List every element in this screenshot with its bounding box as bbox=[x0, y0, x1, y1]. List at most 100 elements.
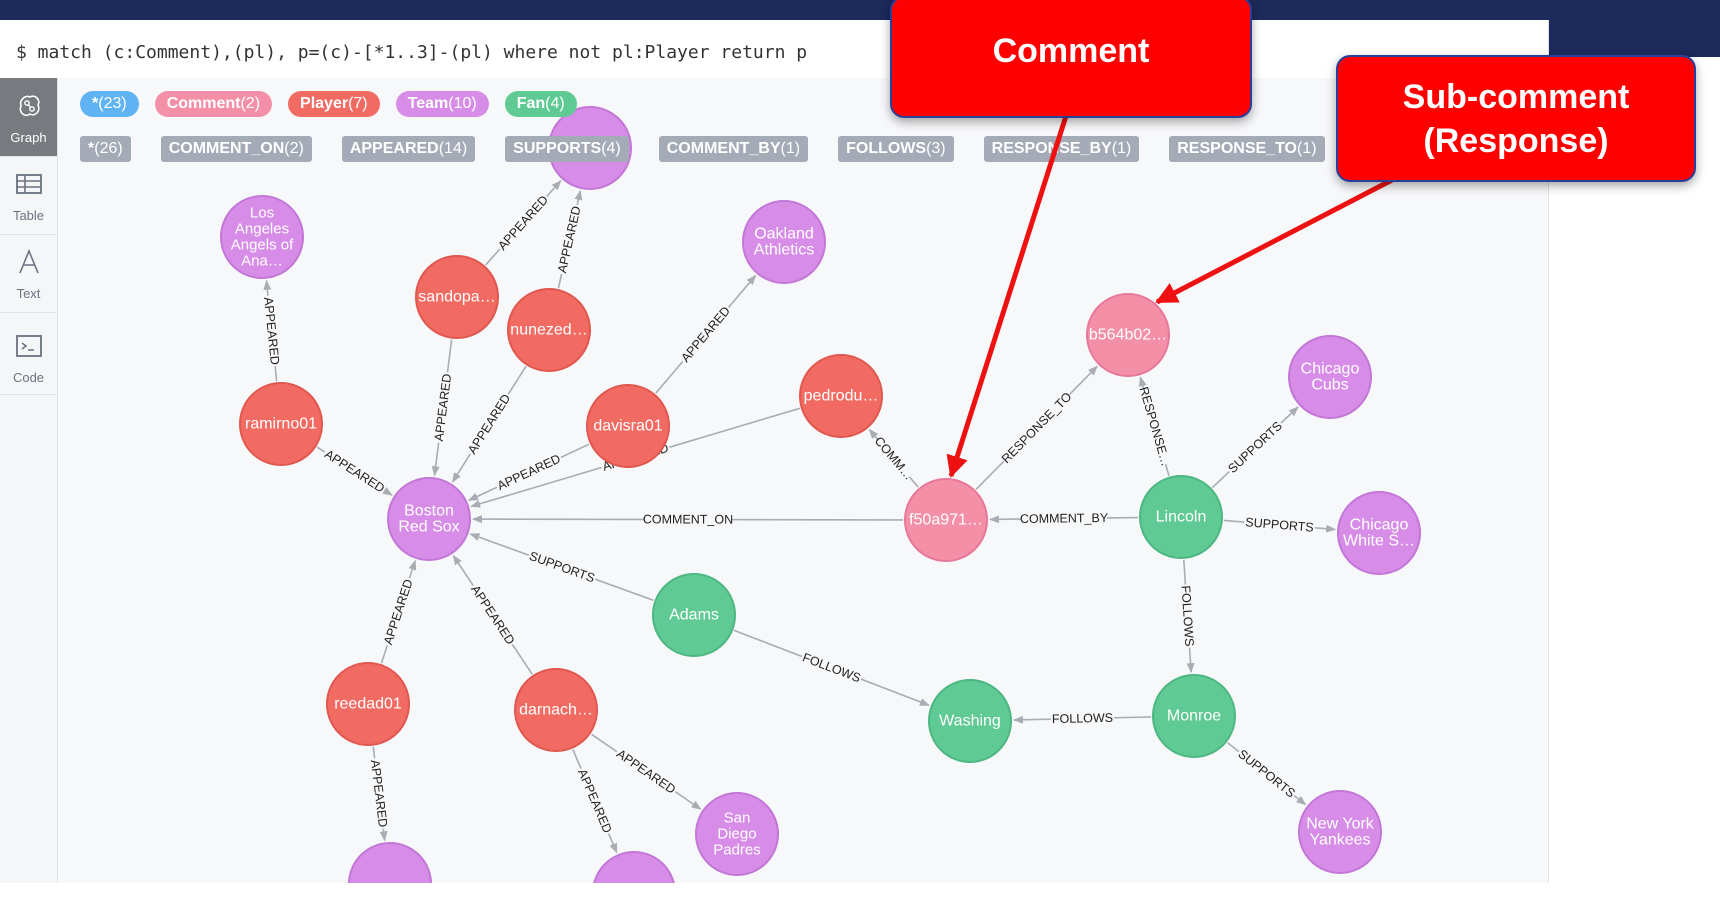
relationship-edge[interactable]: SUPPORTS bbox=[1211, 406, 1299, 489]
relationship-edge[interactable]: APPEARED bbox=[552, 189, 586, 289]
relationship-edge[interactable]: COMMENT_ON bbox=[471, 510, 904, 529]
node-caption: b564b02… bbox=[1089, 327, 1167, 344]
node-label-pill[interactable]: Fan(4) bbox=[504, 91, 577, 117]
relationship-type-tag[interactable]: FOLLOWS(3) bbox=[838, 136, 954, 162]
relationship-edge[interactable]: APPEARED bbox=[365, 746, 393, 842]
relationship-edge[interactable]: RESPONSE… bbox=[1135, 376, 1175, 476]
node-circle[interactable] bbox=[348, 842, 432, 883]
relationship-type-tag[interactable]: RESPONSE_TO(1) bbox=[1169, 136, 1325, 162]
relationship-edge[interactable]: APPEARED bbox=[572, 749, 618, 854]
relationship-edge[interactable]: APPEARED bbox=[467, 443, 590, 502]
graph-node-fan[interactable]: Adams bbox=[652, 573, 736, 657]
graph-node-fan[interactable]: Lincoln bbox=[1139, 475, 1223, 559]
relationship-edge[interactable]: APPEARED bbox=[429, 339, 457, 477]
graph-node-team[interactable] bbox=[593, 851, 675, 883]
graph-node-player[interactable]: reedad01 bbox=[326, 662, 410, 746]
node-circle[interactable] bbox=[1298, 790, 1382, 874]
relationship-edge[interactable]: APPEARED bbox=[452, 554, 533, 675]
relationship-edge[interactable]: APPEARED bbox=[259, 279, 285, 382]
relationship-label-background bbox=[675, 301, 736, 368]
node-circle[interactable] bbox=[593, 851, 675, 883]
graph-node-player[interactable]: ramirno01 bbox=[239, 382, 323, 466]
node-label-pill[interactable]: Player(7) bbox=[288, 91, 380, 117]
relationship-label: APPEARED bbox=[468, 583, 517, 647]
node-caption: San bbox=[724, 810, 751, 827]
node-circle[interactable] bbox=[586, 384, 670, 468]
relationship-edge[interactable]: APPEARED bbox=[316, 444, 393, 498]
relationship-edge[interactable]: APPEARED bbox=[451, 365, 527, 483]
relationship-type-tag[interactable]: SUPPORTS(4) bbox=[505, 136, 629, 162]
relationship-label-background bbox=[1135, 386, 1175, 467]
relationship-edge[interactable]: SUPPORTS bbox=[469, 533, 654, 602]
node-circle[interactable] bbox=[695, 792, 779, 876]
table-view-tab[interactable]: Table bbox=[0, 156, 57, 235]
node-label-pill[interactable]: Comment(2) bbox=[154, 91, 273, 117]
graph-node-fan[interactable]: Monroe bbox=[1152, 674, 1236, 758]
node-circle[interactable] bbox=[1288, 335, 1372, 419]
node-circle[interactable] bbox=[652, 573, 736, 657]
node-circle[interactable] bbox=[514, 668, 598, 752]
graph-node-fan[interactable]: Washing bbox=[928, 679, 1012, 763]
text-view-tab[interactable]: Text bbox=[0, 234, 57, 313]
graph-node-player[interactable]: nunezed… bbox=[507, 288, 591, 372]
node-circle[interactable] bbox=[507, 288, 591, 372]
graph-node-comment[interactable]: b564b02… bbox=[1086, 293, 1170, 377]
node-circle[interactable] bbox=[928, 679, 1012, 763]
relationship-type-name: SUPPORTS bbox=[513, 140, 602, 157]
node-label-pill[interactable]: *(23) bbox=[80, 91, 139, 117]
relationship-edge[interactable]: APPEARED bbox=[485, 180, 562, 266]
query-bar[interactable]: $ match (c:Comment),(pl), p=(c)-[*1..3]-… bbox=[0, 20, 1548, 79]
graph-node-player[interactable]: pedrodu… bbox=[799, 354, 883, 438]
relationship-edge[interactable]: APPEARED bbox=[591, 733, 702, 810]
relationship-label: APPEARED bbox=[555, 205, 584, 275]
node-circle[interactable] bbox=[415, 255, 499, 339]
relationship-edge[interactable]: COMM… bbox=[868, 428, 919, 488]
graph-node-team[interactable] bbox=[348, 842, 432, 883]
relationship-edge[interactable]: SUPPORTS bbox=[1227, 742, 1307, 806]
node-label-name: Team bbox=[407, 95, 449, 112]
graph-view-tab[interactable]: Graph bbox=[0, 78, 57, 157]
relationship-edge[interactable]: SUPPORTS bbox=[1223, 513, 1337, 537]
node-circle[interactable] bbox=[1139, 475, 1223, 559]
node-circle[interactable] bbox=[387, 477, 471, 561]
graph-node-player[interactable]: davisra01 bbox=[586, 384, 670, 468]
relationship-edge[interactable]: FOLLOWS bbox=[1012, 708, 1152, 729]
relationship-type-tag[interactable]: APPEARED(14) bbox=[341, 136, 476, 162]
node-circle[interactable] bbox=[1337, 491, 1421, 575]
graph-node-player[interactable]: darnach… bbox=[514, 668, 598, 752]
relationship-edge[interactable]: FOLLOWS bbox=[1176, 559, 1199, 674]
code-view-tab[interactable]: Code bbox=[0, 312, 57, 395]
relationship-edge[interactable]: FOLLOWS bbox=[733, 629, 930, 706]
node-label-pill[interactable]: Team(10) bbox=[395, 91, 489, 117]
node-circle[interactable] bbox=[239, 382, 323, 466]
node-circle[interactable] bbox=[742, 200, 826, 284]
relationship-type-count: (2) bbox=[284, 140, 304, 157]
relationship-type-tag[interactable]: RESPONSE_BY(1) bbox=[983, 136, 1140, 162]
relationship-edge[interactable]: APPEARED bbox=[655, 274, 757, 394]
relationship-type-tag[interactable]: COMMENT_BY(1) bbox=[658, 136, 809, 162]
relationship-type-tag[interactable]: *(26) bbox=[80, 136, 131, 162]
relationship-edge[interactable]: RESPONSE_TO bbox=[975, 365, 1098, 490]
node-circle[interactable] bbox=[1086, 293, 1170, 377]
query-text[interactable]: $ match (c:Comment),(pl), p=(c)-[*1..3]-… bbox=[16, 42, 808, 63]
node-circle[interactable] bbox=[326, 662, 410, 746]
node-circle[interactable] bbox=[799, 354, 883, 438]
node-circle[interactable] bbox=[904, 478, 988, 562]
node-circle[interactable] bbox=[1152, 674, 1236, 758]
graph-node-comment[interactable]: f50a971… bbox=[904, 478, 988, 562]
relationship-label: APPEARED bbox=[575, 767, 615, 835]
relationship-edge[interactable]: APPEARED bbox=[378, 559, 418, 664]
relationship-type-tag[interactable]: COMMENT_ON(2) bbox=[160, 136, 312, 162]
node-circle[interactable] bbox=[220, 195, 304, 279]
graph-node-player[interactable]: sandopa… bbox=[415, 255, 499, 339]
relationship-edge[interactable]: COMMENT_BY bbox=[988, 508, 1139, 529]
text-tab-label: Text bbox=[16, 286, 41, 301]
